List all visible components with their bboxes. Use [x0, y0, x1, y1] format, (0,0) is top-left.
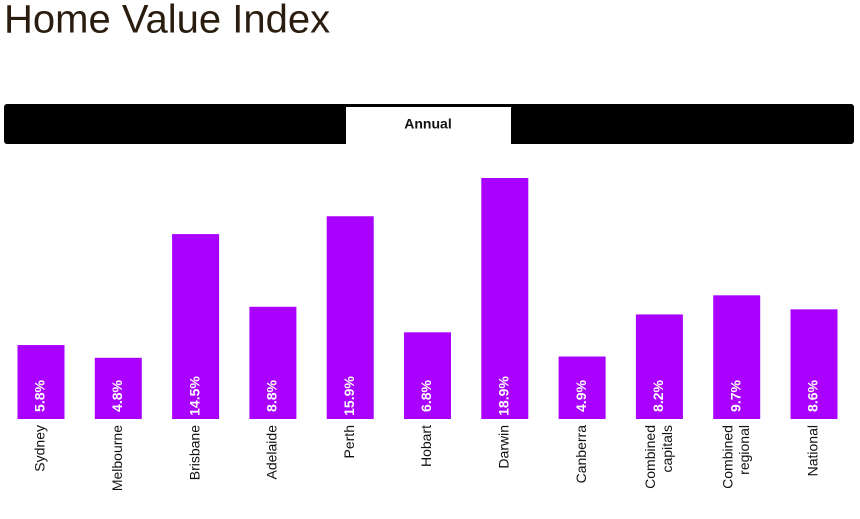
x-tick-label: Adelaide — [264, 425, 280, 480]
value-label: 14.5% — [186, 376, 202, 416]
bar — [94, 357, 142, 419]
value-label: 4.9% — [573, 379, 589, 411]
label-line: capitals — [659, 425, 675, 472]
bar — [713, 295, 761, 419]
x-tick-label: Melbourne — [109, 425, 125, 491]
x-tick-label: Hobart — [418, 425, 434, 467]
x-tick-label: Darwin — [496, 425, 512, 469]
value-label: 4.8% — [109, 379, 125, 411]
bar — [481, 178, 529, 419]
label-line: regional — [736, 425, 752, 475]
bar — [172, 234, 220, 419]
x-tick-label: Sydney — [32, 425, 48, 472]
x-tick-label: Combinedregional — [719, 425, 752, 489]
x-tick-label: Perth — [341, 425, 357, 458]
value-label: 6.8% — [418, 379, 434, 411]
value-label: 8.8% — [264, 379, 280, 411]
bar — [404, 332, 451, 419]
bar — [558, 356, 606, 419]
bar — [635, 314, 683, 419]
label-line: Combined — [719, 425, 735, 489]
bar — [17, 345, 65, 419]
x-tick-label: Brisbane — [186, 425, 202, 480]
bar — [249, 306, 297, 419]
x-tick-label: National — [805, 425, 821, 476]
tab-label[interactable]: Annual — [404, 116, 451, 132]
value-label: 8.6% — [805, 379, 821, 411]
value-label: 5.8% — [32, 379, 48, 411]
tab-active[interactable] — [346, 107, 511, 144]
value-label: 18.9% — [496, 376, 512, 416]
chart-title: Home Value Index — [4, 0, 330, 42]
x-tick-label: Combinedcapitals — [642, 425, 675, 489]
value-label: 8.2% — [650, 379, 666, 411]
value-label: 15.9% — [341, 376, 357, 416]
bar — [326, 216, 374, 419]
bar — [790, 309, 838, 419]
value-label: 9.7% — [727, 379, 743, 411]
x-tick-label: Canberra — [573, 425, 589, 484]
label-line: Combined — [642, 425, 658, 489]
